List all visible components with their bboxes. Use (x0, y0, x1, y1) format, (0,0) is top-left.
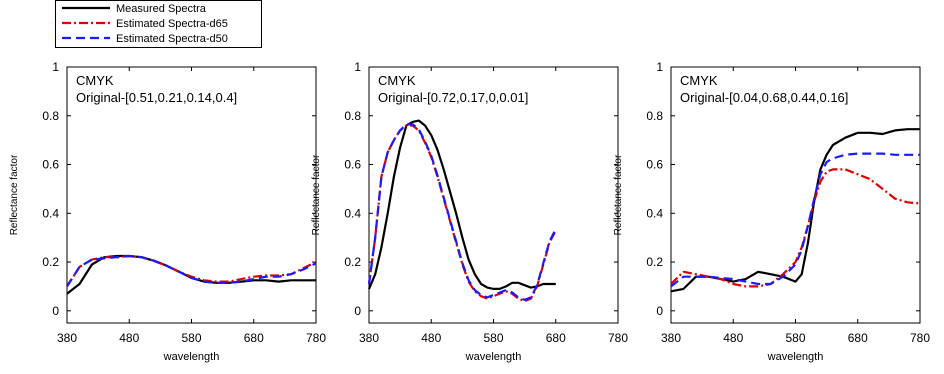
y-tick-label: 1 (656, 60, 663, 74)
x-tick-label: 580 (785, 331, 805, 345)
y-tick-label: 1 (354, 60, 361, 74)
y-axis-label: Reflectance factor (9, 154, 20, 235)
annotation-text: CMYK (378, 73, 416, 88)
x-tick-label: 680 (244, 331, 264, 345)
y-tick-label: 0 (354, 304, 361, 318)
y-tick-label: 0.6 (344, 158, 361, 172)
annotation-text: Original-[0.04,0.68,0.44,0.16] (680, 90, 848, 105)
y-tick-label: 0.6 (646, 158, 663, 172)
x-tick-label: 380 (57, 331, 77, 345)
y-tick-label: 0.2 (646, 255, 663, 269)
x-axis-label: wavelength (163, 351, 220, 363)
x-tick-label: 380 (359, 331, 379, 345)
series-line-d50 (66, 254, 317, 287)
x-tick-label: 580 (483, 331, 503, 345)
plot-area (368, 66, 619, 324)
x-tick-label: 680 (546, 331, 566, 345)
chart-panels: 380 480 580 680 780 0 0.2 0.4 0.6 0.8 1 wavelength R… (9, 60, 930, 363)
annotation-text: CMYK (680, 73, 718, 88)
plot-area (670, 66, 921, 324)
chart-panel-1: 380 480 580 680 780 0 0.2 0.4 0.6 0.8 1 wavelength R… (9, 60, 326, 363)
y-tick-label: 0.6 (42, 158, 59, 172)
x-tick-label: 480 (723, 331, 743, 345)
chart-panel-2: 380 480 580 680 780 0 0.2 0.4 0.6 0.8 1 wavelength R… (311, 60, 628, 363)
annotation-text: CMYK (76, 73, 114, 88)
y-axis-label: Reflectance factor (311, 154, 322, 235)
annotation-text: Original-[0.51,0.21,0.14,0.4] (76, 90, 237, 105)
x-tick-label: 580 (181, 331, 201, 345)
x-tick-label: 480 (119, 331, 139, 345)
y-tick-label: 0.2 (344, 255, 361, 269)
y-tick-label: 0.4 (344, 206, 361, 220)
series-line-d50 (367, 123, 557, 301)
series-line-d65 (670, 168, 921, 288)
x-tick-label: 780 (306, 331, 326, 345)
x-tick-label: 480 (421, 331, 441, 345)
series-line-measured (367, 119, 556, 290)
plot-area (66, 66, 317, 324)
y-tick-label: 0.4 (646, 206, 663, 220)
y-axis-label: Reflectance factor (613, 154, 624, 235)
y-tick-label: 0.4 (42, 206, 59, 220)
y-tick-label: 1 (52, 60, 59, 74)
legend-label: Estimated Spectra-d65 (116, 18, 228, 30)
x-axis-label: wavelength (767, 351, 824, 363)
x-tick-label: 780 (910, 331, 930, 345)
y-tick-label: 0.8 (344, 109, 361, 123)
y-tick-label: 0.8 (646, 109, 663, 123)
x-tick-label: 680 (848, 331, 868, 345)
chart-panel-3: 380 480 580 680 780 0 0.2 0.4 0.6 0.8 1 wavelength R… (613, 60, 930, 363)
legend: Measured Spectra Estimated Spectra-d65 Est… (55, 0, 262, 48)
x-axis-label: wavelength (465, 351, 522, 363)
legend-label: Estimated Spectra-d50 (116, 33, 228, 45)
x-tick-label: 780 (608, 331, 628, 345)
y-tick-label: 0 (52, 304, 59, 318)
x-tick-label: 380 (661, 331, 681, 345)
y-tick-label: 0.2 (42, 255, 59, 269)
annotation-text: Original-[0.72,0.17,0,0.01] (378, 90, 528, 105)
y-tick-label: 0 (656, 304, 663, 318)
y-tick-label: 0.8 (42, 109, 59, 123)
legend-label: Measured Spectra (116, 3, 207, 15)
